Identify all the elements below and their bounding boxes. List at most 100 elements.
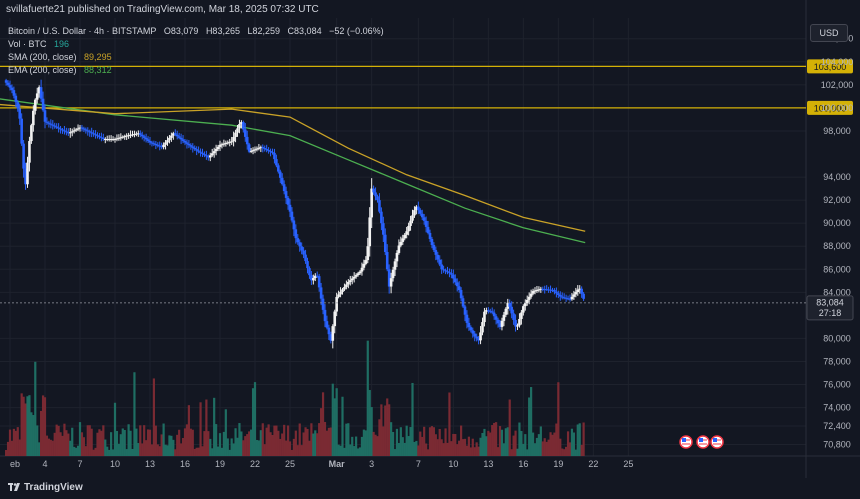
candle-body	[26, 162, 29, 185]
price-tick-label: 86,000	[823, 264, 851, 274]
candle-body	[557, 293, 560, 295]
price-tick-label: 100,000	[821, 103, 854, 113]
attribution-text: svillafuerte21 published on TradingView.…	[6, 4, 319, 15]
currency-button[interactable]: USD	[810, 24, 848, 42]
volume-bar	[148, 429, 152, 456]
candle-body	[382, 223, 385, 235]
volume-bar	[292, 438, 295, 456]
volume-bar	[335, 388, 338, 456]
candle-body	[463, 306, 467, 315]
candle-body	[562, 297, 566, 299]
candle-body	[469, 327, 473, 331]
candle-body	[92, 133, 95, 135]
volume-bar	[145, 440, 148, 456]
volume-bar	[580, 444, 583, 456]
volume-bar	[300, 445, 303, 456]
candle-body	[201, 152, 204, 155]
volume-bar	[224, 409, 227, 456]
volume-bar	[395, 428, 399, 456]
candle-body	[397, 245, 401, 253]
candle-body	[453, 278, 457, 283]
volume-bar	[458, 440, 461, 456]
volume-bar	[479, 437, 482, 456]
candle-body	[47, 122, 51, 124]
candle-body	[212, 151, 216, 154]
volume-bar	[215, 424, 218, 456]
candle-body	[473, 333, 477, 337]
bar-countdown-label: 27:18	[819, 308, 842, 318]
candle-body	[360, 267, 364, 272]
volume-bar	[40, 410, 43, 456]
ohlc-change: −52 (−0.06%)	[329, 26, 384, 36]
candle-body	[129, 134, 132, 136]
volume-bar	[211, 448, 214, 456]
candle-body	[350, 278, 354, 281]
volume-legend[interactable]: Vol · BTC 196	[8, 39, 74, 49]
candle-body	[290, 211, 294, 221]
candle-body	[417, 206, 420, 211]
candle-body	[67, 132, 70, 134]
volume-bar	[582, 422, 585, 456]
volume-bar	[141, 443, 144, 456]
candle-body	[510, 306, 513, 314]
horizontal-levels: 103,600 100,000	[0, 59, 853, 115]
candle-body	[304, 254, 307, 262]
volume-bar	[158, 446, 161, 456]
volume-bar	[528, 397, 531, 456]
volume-bar	[180, 443, 183, 456]
volume-bar	[508, 399, 511, 456]
candle-body	[152, 143, 156, 145]
time-tick-label: 3	[369, 459, 374, 469]
candle-body	[269, 150, 272, 152]
volume-bar	[543, 438, 546, 456]
volume-bar	[55, 424, 58, 456]
candle-body	[415, 206, 418, 211]
candle-body	[543, 289, 547, 291]
volume-bar	[442, 443, 445, 456]
time-tick-label: 16	[180, 459, 190, 469]
volume-bar	[559, 438, 562, 456]
time-tick-label: 22	[588, 459, 598, 469]
candle-body	[181, 139, 185, 141]
candle-body	[22, 143, 25, 169]
volume-bar	[504, 428, 507, 456]
price-tick-label: 84,000	[823, 287, 851, 297]
volume-bar	[78, 422, 82, 456]
candle-body	[214, 149, 218, 152]
candle-body	[520, 312, 523, 319]
volume-bar	[216, 446, 220, 456]
volume-bar	[283, 424, 286, 456]
volume-bar	[213, 397, 216, 456]
ema-legend[interactable]: EMA (200, close) 88,312	[8, 65, 117, 75]
volume-bar	[318, 423, 321, 456]
candle-body	[560, 296, 564, 298]
candle-body	[516, 325, 519, 327]
volume-bar	[353, 446, 356, 456]
candle-body	[300, 246, 303, 251]
sma-legend[interactable]: SMA (200, close) 89,295	[8, 52, 117, 62]
volume-bar	[452, 433, 455, 456]
candle-body	[70, 131, 74, 133]
volume-bar	[104, 439, 107, 456]
candle-body	[393, 261, 397, 270]
volume-bar	[465, 445, 469, 456]
volume-bar	[399, 427, 402, 456]
volume-bar	[275, 425, 278, 456]
candle-body	[378, 200, 381, 212]
volume-bar	[162, 423, 165, 456]
volume-bar	[290, 449, 294, 456]
volume-bar	[263, 444, 266, 456]
volume-bar	[325, 430, 329, 456]
candle-body	[177, 136, 181, 138]
candle-body	[119, 137, 123, 139]
volume-bar	[24, 403, 27, 456]
volume-bar	[425, 443, 428, 456]
candle-body	[187, 143, 191, 146]
volume-bar	[176, 434, 179, 456]
candle-body	[37, 87, 41, 94]
candle-body	[150, 142, 154, 144]
candle-body	[306, 261, 309, 269]
volume-bar	[12, 428, 15, 456]
tradingview-logo[interactable]: TradingView	[8, 482, 83, 493]
